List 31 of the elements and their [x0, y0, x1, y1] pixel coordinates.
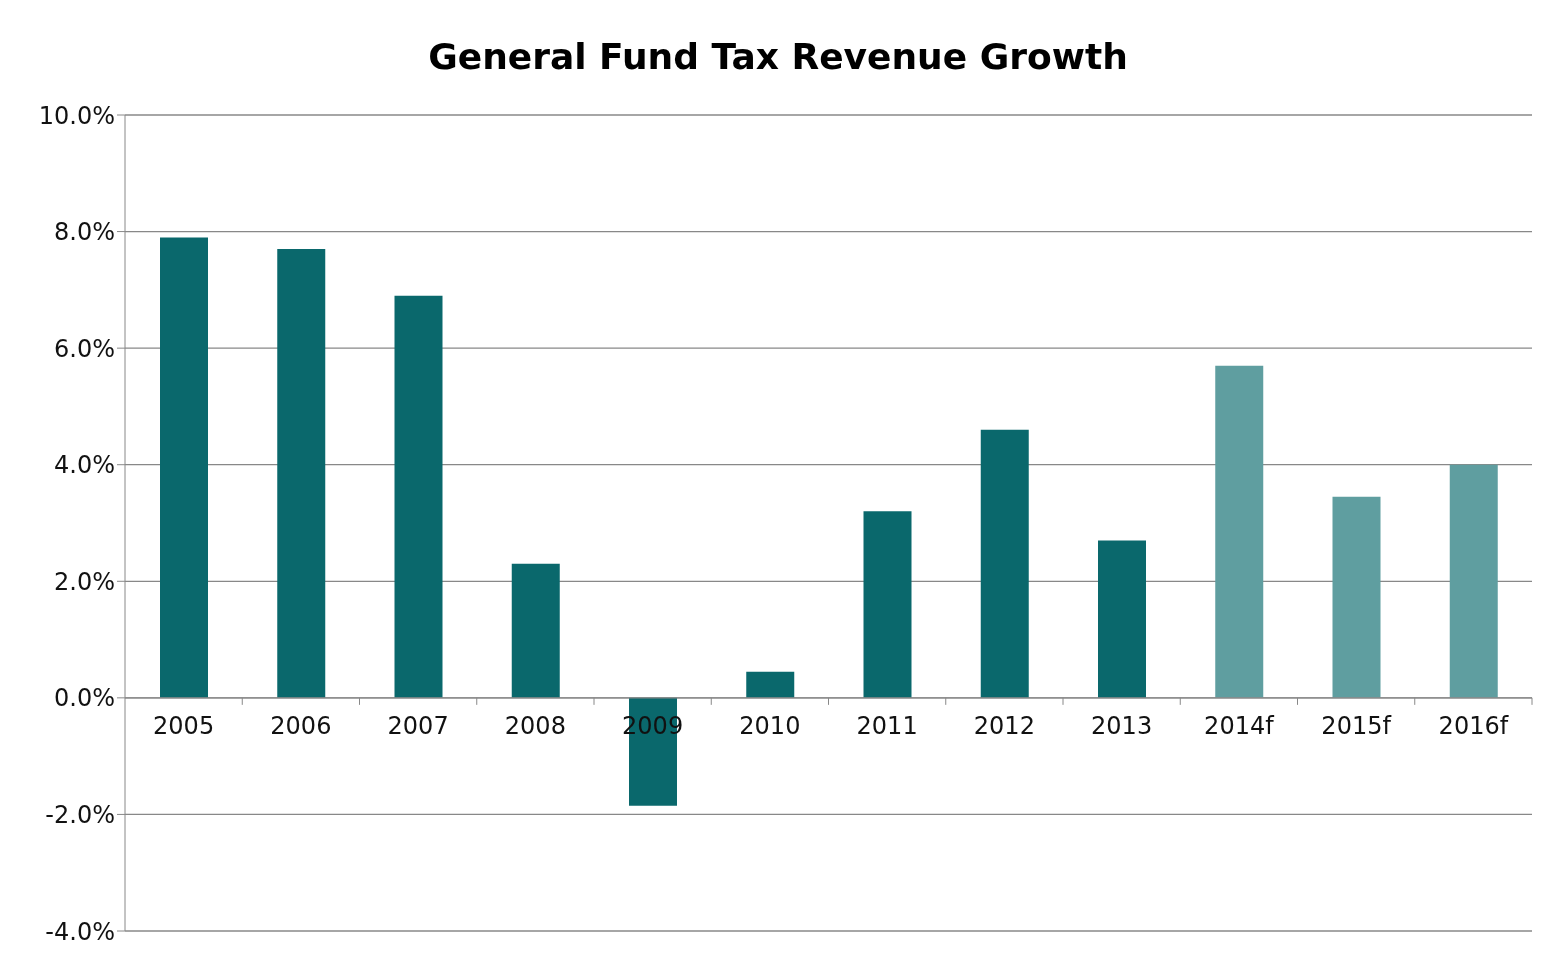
bar	[863, 511, 912, 698]
y-tick-label: 10.0%	[38, 101, 115, 130]
bar	[277, 249, 326, 698]
y-tick-label: 6.0%	[54, 334, 115, 363]
y-tick-label: 8.0%	[54, 218, 115, 247]
x-tick-label: 2005	[153, 711, 215, 740]
y-tick-label: 2.0%	[54, 567, 115, 596]
y-tick-label: -4.0%	[45, 917, 115, 946]
bar	[980, 429, 1029, 698]
bar	[394, 295, 443, 698]
y-tick-label: 0.0%	[54, 684, 115, 713]
bar	[160, 237, 208, 698]
bar	[511, 563, 560, 698]
chart-title: General Fund Tax Revenue Growth	[427, 36, 1129, 77]
y-tick-label: -2.0%	[45, 800, 115, 829]
x-tick-label: 2006	[270, 711, 332, 740]
bar	[1449, 464, 1498, 698]
x-tick-label: 2011	[856, 711, 918, 740]
bar	[1332, 496, 1381, 698]
x-tick-label: 2007	[387, 711, 449, 740]
x-tick-label: 2013	[1091, 711, 1153, 740]
x-tick-label: 2010	[739, 711, 801, 740]
x-tick-label: 2014f	[1204, 711, 1275, 740]
y-tick-label: 4.0%	[54, 451, 115, 480]
x-tick-label: 2012	[973, 711, 1035, 740]
bar	[746, 671, 795, 698]
x-tick-label: 2015f	[1321, 711, 1392, 740]
bar	[1098, 540, 1146, 698]
x-tick-label: 2016f	[1438, 711, 1509, 740]
bar	[1215, 365, 1264, 698]
x-tick-label: 2008	[504, 711, 566, 740]
